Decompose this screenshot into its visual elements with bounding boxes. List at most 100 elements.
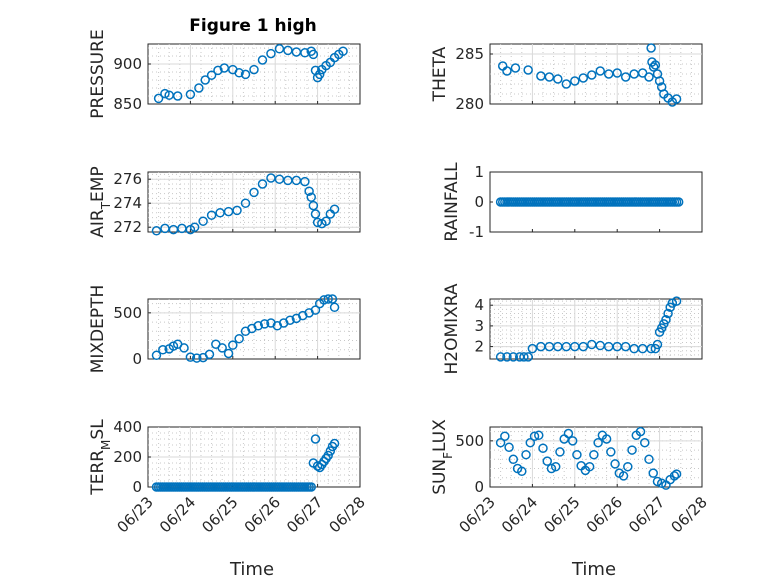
data-point xyxy=(654,76,665,86)
data-point xyxy=(521,449,531,460)
data-point xyxy=(589,449,599,460)
y-axis-label-rainfall: RAINFALL xyxy=(442,162,462,242)
data-point xyxy=(240,69,251,80)
y-axis-label-main: RAINFALL xyxy=(442,162,462,242)
data-point xyxy=(300,176,310,187)
x-tick-label: 06/24 xyxy=(156,493,199,536)
subplot-sun_flux: 0 500 06/23 06/24 06/25 06/26 06/27 06/28 SUNFLU… xyxy=(430,419,711,537)
data-point xyxy=(550,461,561,472)
data-point xyxy=(529,431,540,441)
y-tick-label: 274 xyxy=(113,194,142,212)
data-point xyxy=(517,466,527,477)
data-point xyxy=(555,447,565,457)
y-axis-label-main: MIXDEPTH xyxy=(88,285,108,374)
y-axis-label-mixdepth: MIXDEPTH xyxy=(88,285,108,374)
y-axis-label-sun_flux: SUNFLUX xyxy=(430,419,455,495)
data-point xyxy=(572,449,582,460)
data-point xyxy=(240,198,251,208)
x-tick-label: 06/23 xyxy=(456,493,499,536)
data-point xyxy=(249,187,259,198)
data-point xyxy=(329,438,340,449)
data-point xyxy=(523,352,533,362)
data-point xyxy=(160,88,170,99)
data-point xyxy=(510,63,521,73)
data-point xyxy=(329,204,340,214)
data-point xyxy=(285,315,295,325)
y-tick-label: 850 xyxy=(113,95,142,113)
data-point xyxy=(648,468,658,478)
data-point xyxy=(652,339,663,350)
data-point xyxy=(308,49,319,60)
y-axis-label-rest: SL xyxy=(88,419,108,440)
data-point xyxy=(338,46,348,56)
data-point xyxy=(656,478,667,489)
y-axis-label-main: H2OMIXRA xyxy=(442,283,462,374)
data-point xyxy=(640,437,650,448)
data-point xyxy=(553,74,563,84)
data-point xyxy=(563,428,574,439)
data-point xyxy=(310,434,321,444)
y-tick-label: 280 xyxy=(455,95,484,113)
y-axis-label-main: SUN xyxy=(430,459,450,495)
data-point xyxy=(673,197,684,207)
y-tick-label: 276 xyxy=(113,170,142,188)
data-point xyxy=(257,55,268,65)
data-point xyxy=(610,459,620,469)
data-point xyxy=(206,210,217,220)
data-point xyxy=(200,75,210,85)
y-axis-label-rest: LUX xyxy=(430,419,450,452)
data-point xyxy=(228,340,238,350)
x-tick-label: 06/28 xyxy=(668,493,711,536)
data-point xyxy=(542,456,552,466)
y-axis-label-main: PRESSURE xyxy=(88,29,108,118)
y-tick-label: 400 xyxy=(113,418,142,436)
y-tick-label: 0 xyxy=(474,193,484,211)
y-tick-label: 3 xyxy=(474,317,484,335)
data-point xyxy=(504,442,514,453)
y-tick-label: 500 xyxy=(455,432,484,450)
y-axis-label-subscript: T xyxy=(99,201,113,210)
data-point xyxy=(635,426,646,437)
data-point xyxy=(323,450,333,461)
y-axis-label-subscript: M xyxy=(99,440,113,450)
data-point xyxy=(584,461,595,472)
data-point xyxy=(151,350,162,361)
data-point xyxy=(646,43,656,53)
x-tick-label: 06/25 xyxy=(540,493,583,536)
data-point xyxy=(502,66,512,76)
data-point xyxy=(538,443,548,453)
y-axis-label-subscript: F xyxy=(441,452,455,459)
x-tick-label: 06/24 xyxy=(498,493,541,536)
y-tick-label: 200 xyxy=(113,448,142,466)
data-point xyxy=(544,72,555,82)
data-point xyxy=(172,91,183,101)
data-point xyxy=(648,62,659,72)
data-point xyxy=(179,343,189,353)
data-point xyxy=(198,216,208,226)
data-point xyxy=(663,308,673,319)
y-tick-label: 0 xyxy=(132,478,142,496)
data-point xyxy=(249,64,259,75)
x-tick-label: 06/27 xyxy=(625,493,668,536)
data-point xyxy=(669,471,680,481)
data-point xyxy=(151,226,162,236)
subplot-h2omixra: 2 3 4 H2OMIXRA xyxy=(442,283,703,375)
y-tick-label: 1 xyxy=(474,163,484,181)
data-point xyxy=(329,302,340,313)
data-point xyxy=(325,446,336,456)
data-point xyxy=(310,209,321,219)
data-point xyxy=(612,68,622,78)
data-point xyxy=(206,70,217,80)
data-point xyxy=(508,454,519,465)
data-point xyxy=(283,45,293,56)
x-tick-label: 06/26 xyxy=(241,493,284,536)
x-axis-label-right: Time xyxy=(571,559,616,580)
data-point xyxy=(627,445,637,455)
data-point xyxy=(578,73,589,83)
x-axis-label-left: Time xyxy=(229,559,274,580)
data-point xyxy=(314,69,325,80)
data-point xyxy=(217,343,227,353)
y-tick-label: 2 xyxy=(474,338,484,356)
y-axis-label-h2omixra: H2OMIXRA xyxy=(442,283,462,374)
